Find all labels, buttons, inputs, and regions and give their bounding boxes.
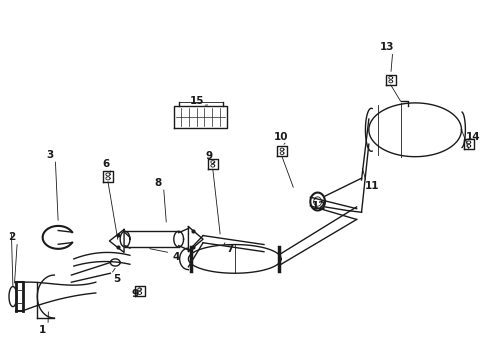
Text: 4: 4	[172, 252, 180, 262]
Text: 11: 11	[364, 181, 379, 192]
Text: 15: 15	[189, 96, 203, 106]
Text: 12: 12	[311, 201, 325, 211]
Text: 8: 8	[154, 178, 161, 188]
Text: 1: 1	[39, 325, 46, 334]
Text: 13: 13	[379, 42, 393, 52]
Text: 14: 14	[465, 132, 479, 142]
Text: 9: 9	[131, 289, 138, 299]
Text: 10: 10	[273, 132, 288, 142]
Text: 9: 9	[205, 150, 212, 161]
Text: 3: 3	[46, 150, 53, 160]
Text: 2: 2	[8, 232, 15, 242]
Text: 7: 7	[226, 244, 233, 254]
Text: 6: 6	[102, 159, 109, 169]
Text: 5: 5	[113, 274, 120, 284]
